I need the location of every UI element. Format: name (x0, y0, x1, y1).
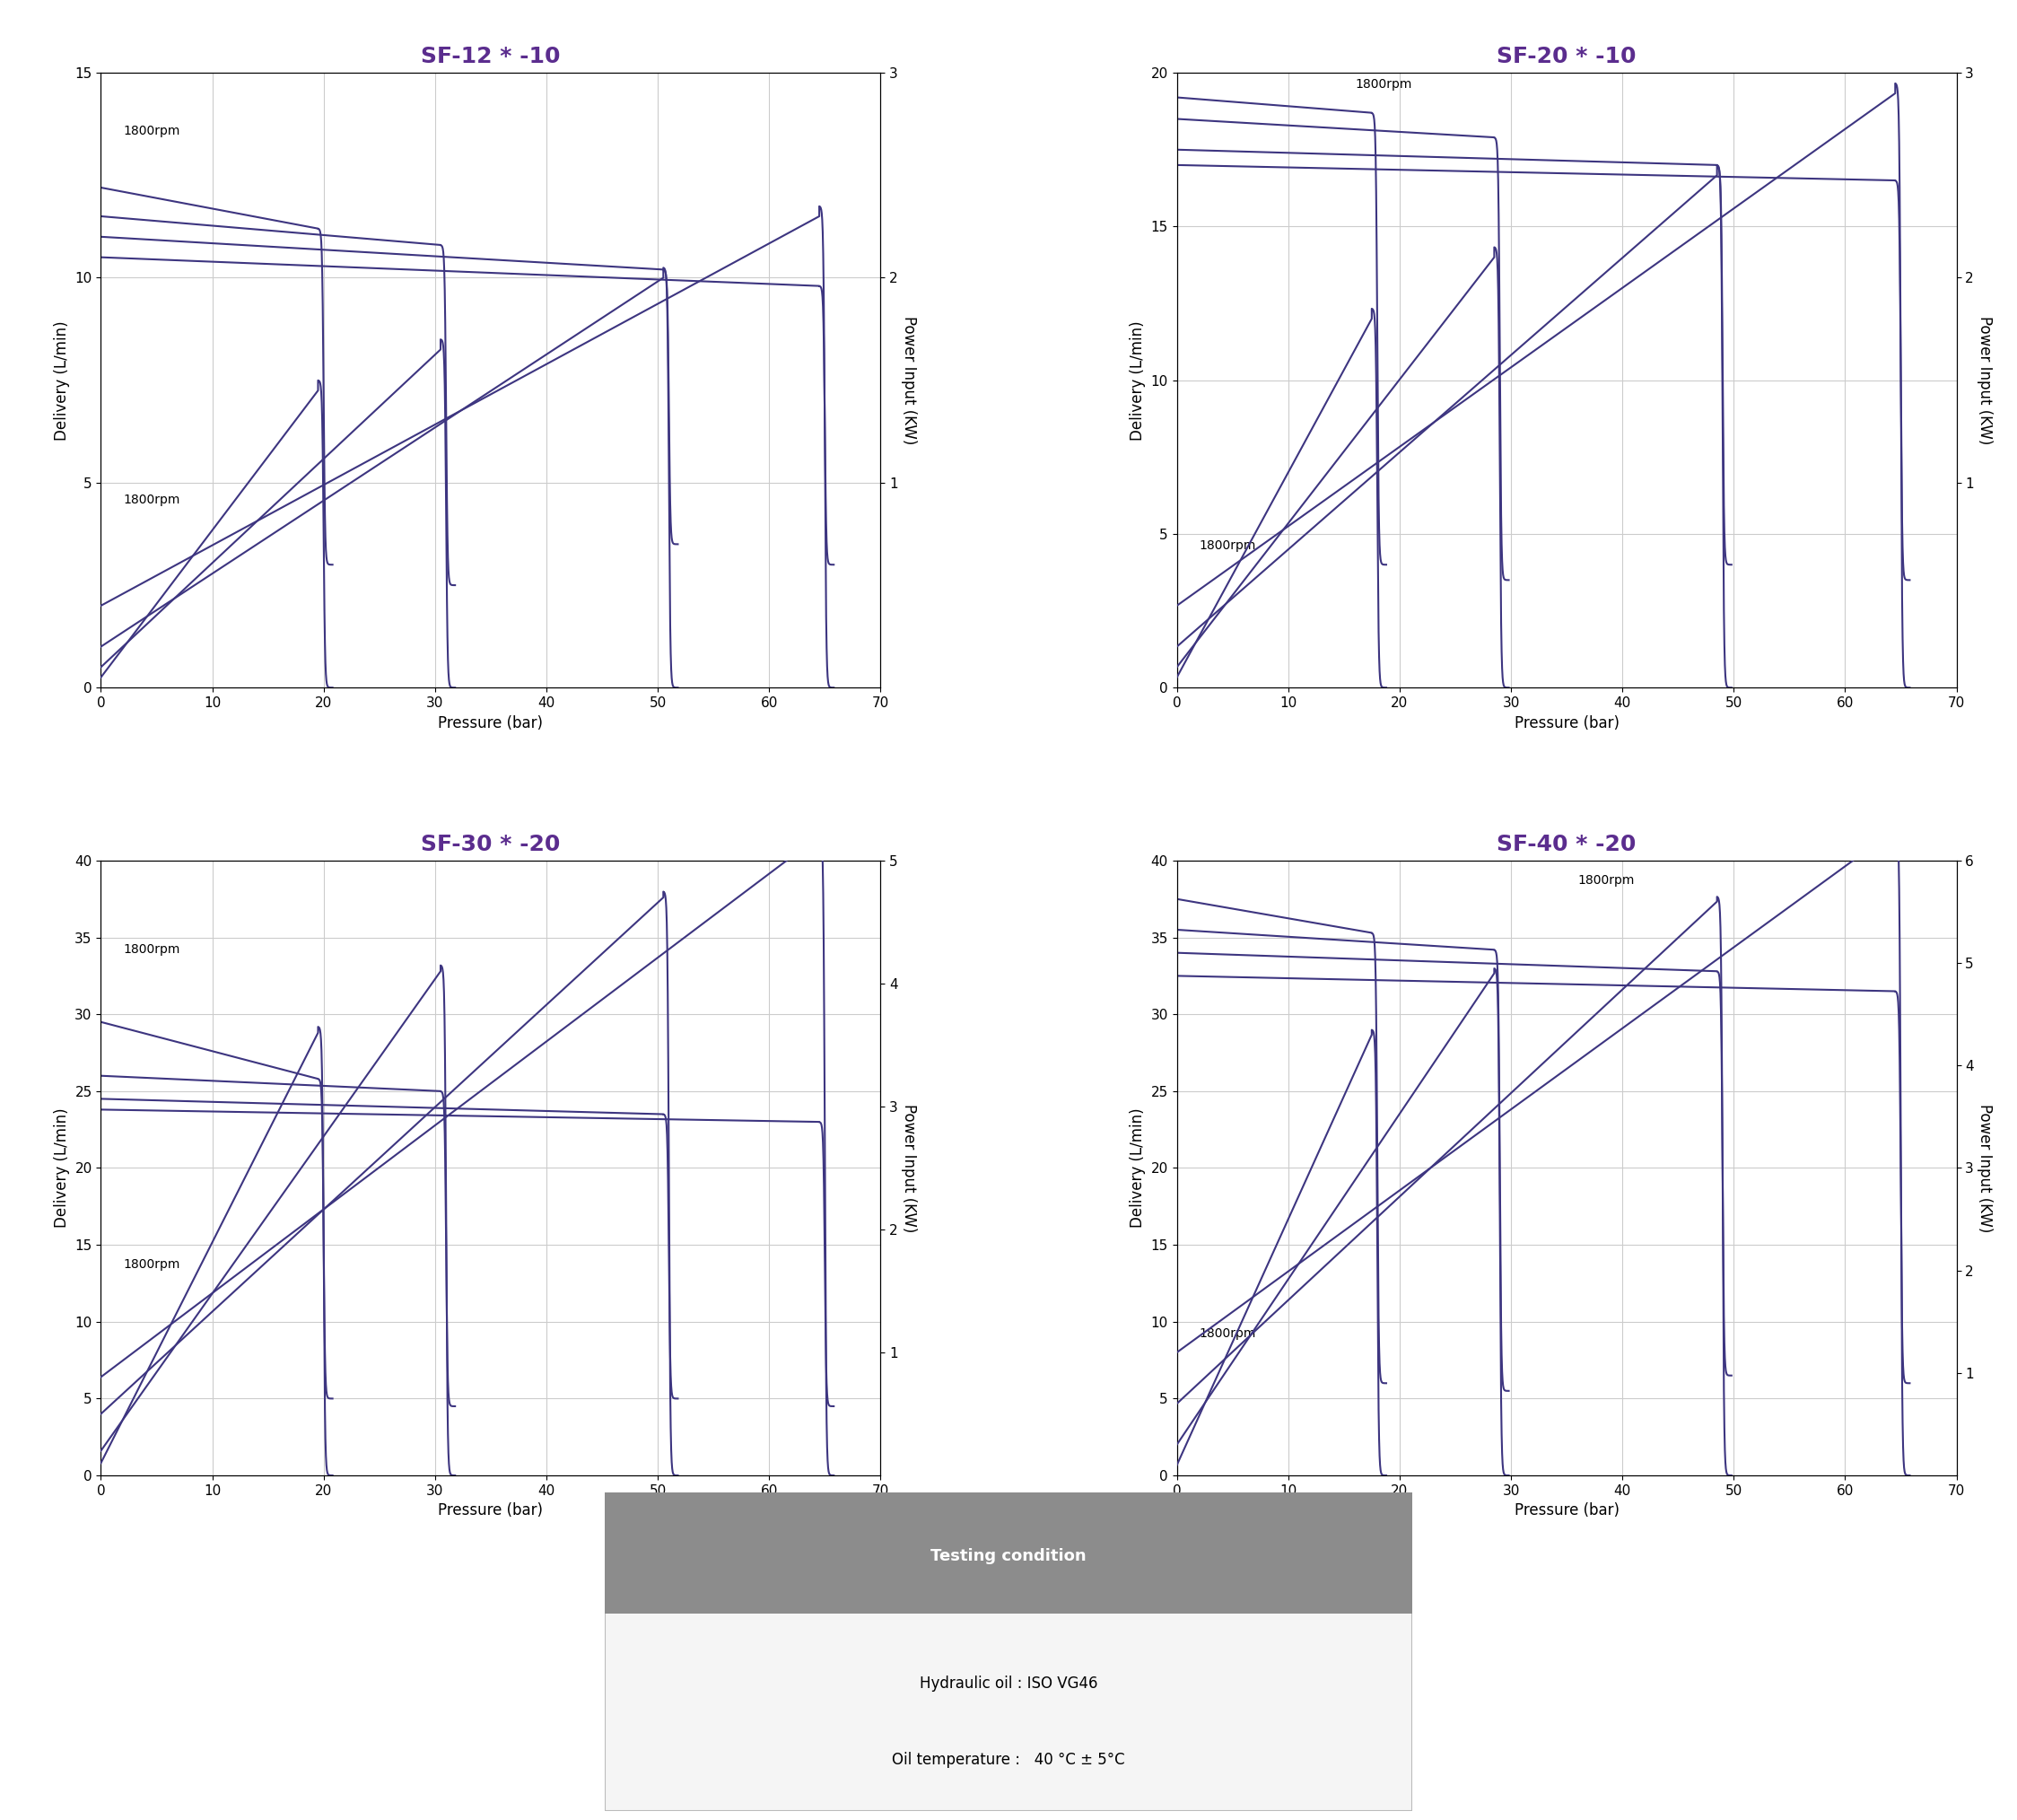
Title: SF-40 * -20: SF-40 * -20 (1497, 834, 1636, 855)
Title: SF-30 * -20: SF-30 * -20 (422, 834, 561, 855)
Text: 1800rpm: 1800rpm (123, 124, 180, 136)
Text: 1800rpm: 1800rpm (123, 943, 180, 956)
Text: 1800rpm: 1800rpm (1198, 539, 1257, 551)
Y-axis label: Power Input (KW): Power Input (KW) (1977, 1103, 1993, 1232)
Text: 1800rpm: 1800rpm (1198, 1327, 1257, 1340)
X-axis label: Pressure (bar): Pressure (bar) (438, 1503, 543, 1518)
Y-axis label: Delivery (L/min): Delivery (L/min) (54, 320, 71, 440)
Text: Testing condition: Testing condition (930, 1549, 1087, 1563)
Title: SF-20 * -10: SF-20 * -10 (1497, 46, 1636, 67)
Text: 1800rpm: 1800rpm (123, 1258, 180, 1270)
Title: SF-12 * -10: SF-12 * -10 (422, 46, 561, 67)
Text: Hydraulic oil : ISO VG46: Hydraulic oil : ISO VG46 (920, 1676, 1097, 1691)
Y-axis label: Power Input (KW): Power Input (KW) (1977, 317, 1993, 444)
X-axis label: Pressure (bar): Pressure (bar) (1515, 715, 1620, 732)
Text: 1800rpm: 1800rpm (1577, 874, 1634, 886)
X-axis label: Pressure (bar): Pressure (bar) (1515, 1503, 1620, 1518)
Text: 1800rpm: 1800rpm (1355, 78, 1412, 91)
Y-axis label: Delivery (L/min): Delivery (L/min) (1130, 320, 1146, 440)
Y-axis label: Delivery (L/min): Delivery (L/min) (54, 1108, 71, 1229)
Y-axis label: Delivery (L/min): Delivery (L/min) (1130, 1108, 1146, 1229)
X-axis label: Pressure (bar): Pressure (bar) (438, 715, 543, 732)
FancyBboxPatch shape (605, 1492, 1412, 1811)
Y-axis label: Power Input (KW): Power Input (KW) (900, 1103, 916, 1232)
Text: Oil temperature :   40 °C ± 5°C: Oil temperature : 40 °C ± 5°C (892, 1753, 1125, 1767)
Y-axis label: Power Input (KW): Power Input (KW) (900, 317, 916, 444)
Text: 1800rpm: 1800rpm (123, 493, 180, 506)
FancyBboxPatch shape (605, 1492, 1412, 1613)
